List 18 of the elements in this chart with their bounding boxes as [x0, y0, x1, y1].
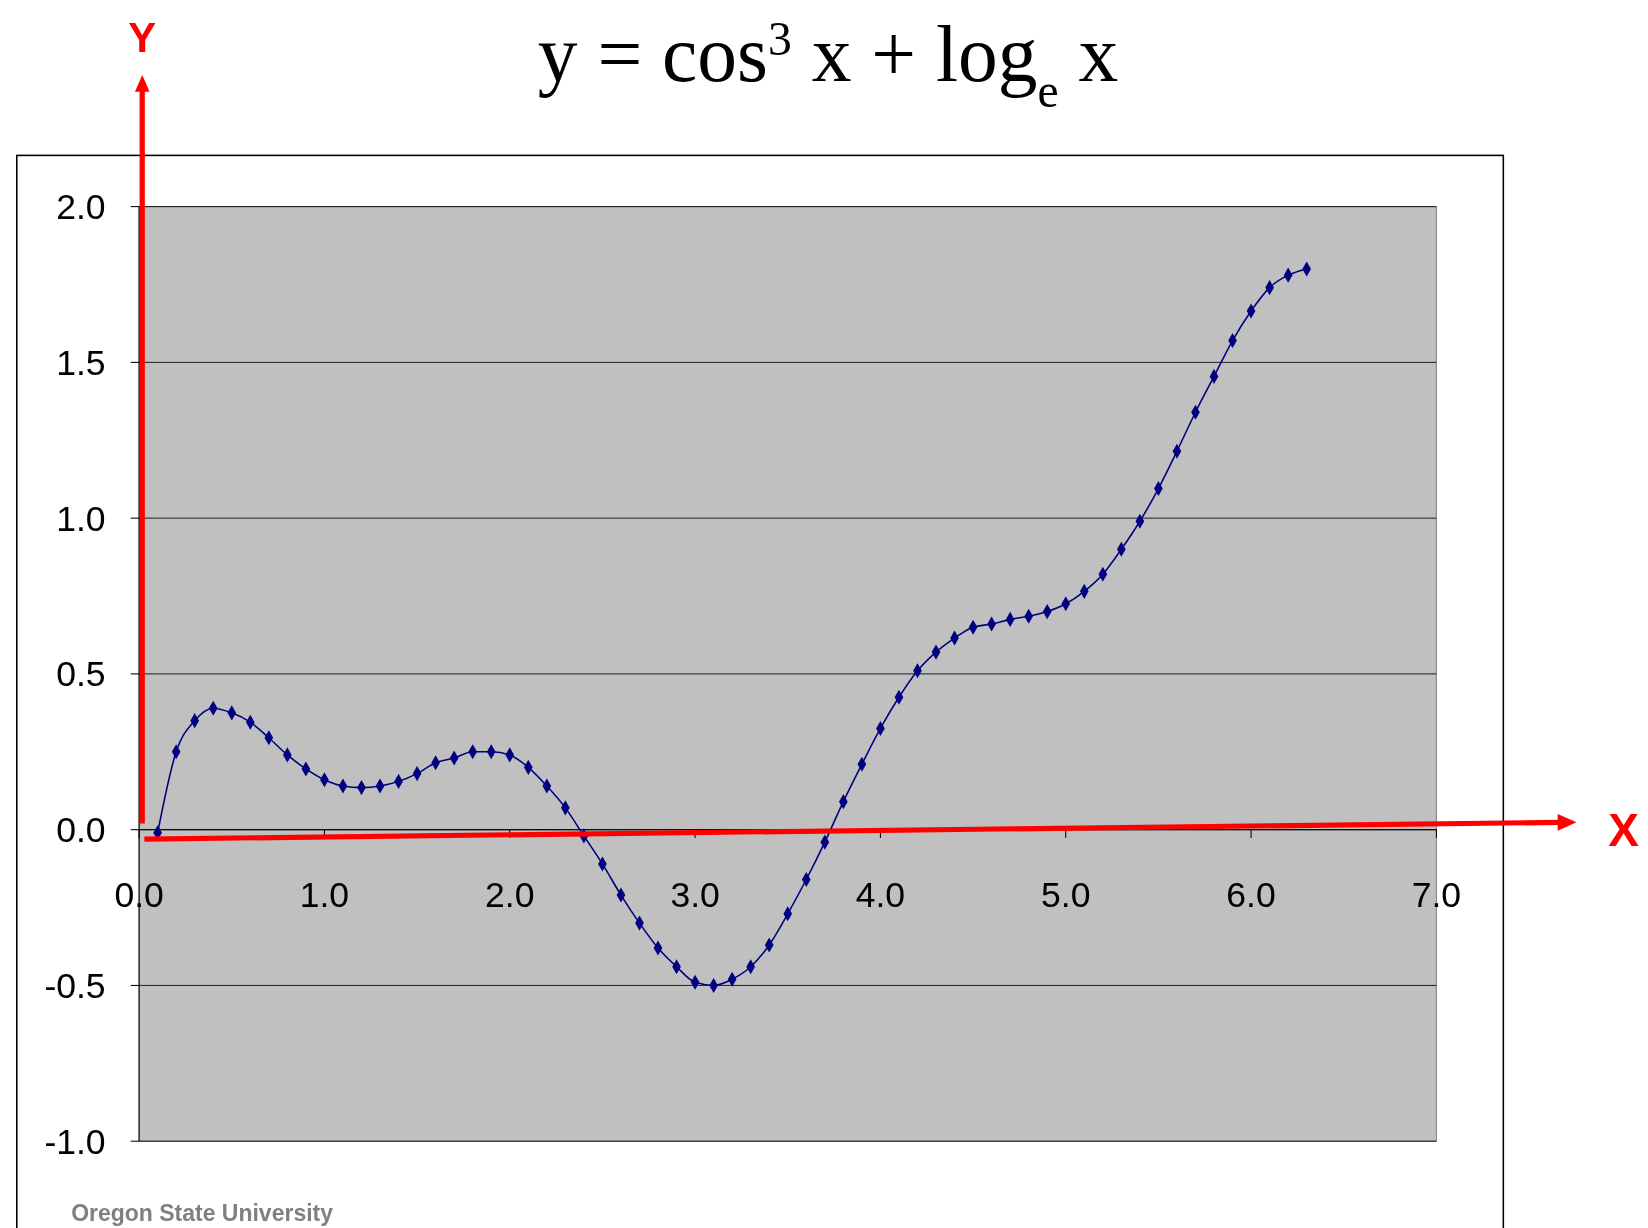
x-tick-label: 6.0 — [1226, 875, 1276, 916]
x-tick-label: 5.0 — [1041, 875, 1091, 916]
y-tick-label: 2.0 — [56, 187, 106, 228]
x-axis-title: X — [1608, 804, 1640, 857]
y-tick-label: 0.0 — [56, 810, 106, 851]
x-tick-label: 4.0 — [855, 875, 906, 916]
x-tick-label: 2.0 — [485, 875, 535, 916]
y-tick-label: -0.5 — [44, 965, 106, 1006]
y-tick-label: 0.5 — [56, 654, 106, 695]
y-tick-label: 1.5 — [56, 342, 106, 383]
y-axis-title: Y — [128, 13, 157, 61]
x-tick-label: 1.0 — [299, 875, 350, 916]
x-tick-label: 3.0 — [670, 875, 720, 916]
text: Oregon State University — [71, 1199, 334, 1226]
chart-title: y = cos$^{3}$ x + log$_{e}$ x — [537, 10, 1119, 118]
y-tick-label: -1.0 — [44, 1121, 106, 1162]
x-tick-label: 7.0 — [1411, 875, 1462, 916]
y-tick-label: 1.0 — [56, 498, 106, 539]
